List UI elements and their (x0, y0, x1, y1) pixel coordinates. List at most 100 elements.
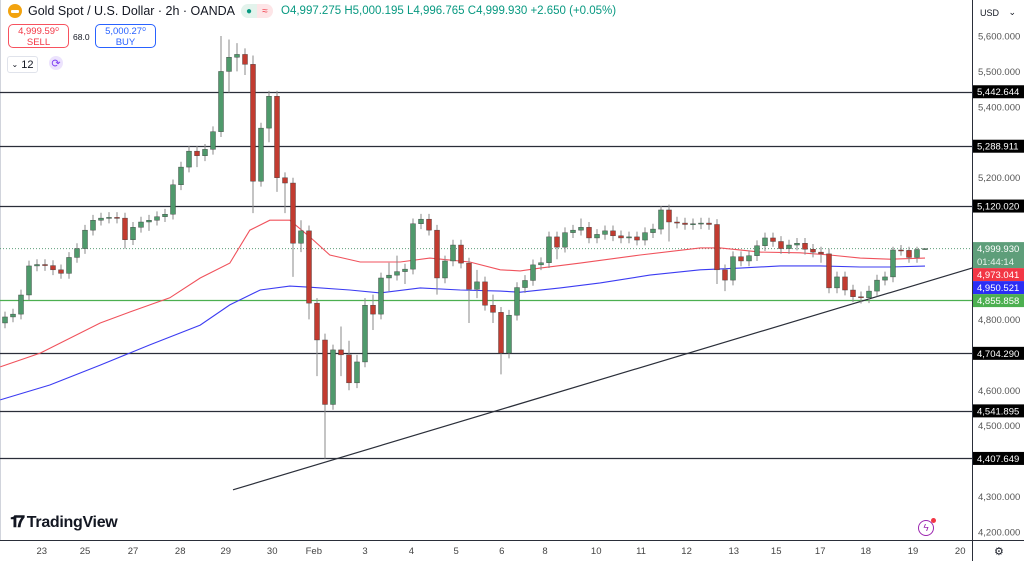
candle-body-up (882, 276, 888, 281)
candle (170, 179, 176, 220)
candle-body-up (34, 264, 40, 267)
candle (210, 126, 216, 155)
price-tick-label: 4,600.000 (978, 386, 1020, 397)
level-price-label: 4,704.290 (977, 349, 1019, 360)
candle-body-down (610, 230, 616, 237)
candle-body-down (850, 289, 856, 297)
candle (370, 294, 376, 331)
candle (626, 231, 632, 244)
settings-gear-icon[interactable]: ⚙ (994, 546, 1004, 558)
approx-icon: ≈ (257, 4, 274, 18)
candle (362, 298, 368, 368)
candle-body-up (922, 248, 928, 250)
candle-body-up (410, 223, 416, 270)
candle (298, 220, 304, 253)
tradingview-logo[interactable]: 𝟏𝟕 TradingView (10, 514, 118, 532)
candle-body-up (74, 248, 80, 258)
status-pill[interactable]: ● ≈ (241, 4, 274, 18)
buy-button[interactable]: 5,000.27⁰ BUY (95, 24, 156, 48)
candle-body-up (18, 294, 24, 315)
refresh-icon[interactable]: ⟳ (49, 56, 63, 70)
candle-body-down (554, 236, 560, 248)
candle-body-down (314, 302, 320, 341)
candle-body-down (634, 236, 640, 241)
candle (714, 219, 720, 285)
candle (162, 208, 168, 223)
sell-button[interactable]: 4,999.59⁰ SELL (8, 24, 69, 48)
time-axis-ticks[interactable]: 23 25 27 28 29 30 Feb 3 4 5 6 8 10 11 12 13 15 17 18 19 20 (37, 546, 966, 557)
candle-body-up (474, 281, 480, 290)
candle (410, 218, 416, 275)
candle (490, 294, 496, 323)
time-tick-label: 6 (499, 546, 504, 557)
ohlc-high: H5,000.195 (344, 5, 404, 17)
candle-body-up (626, 236, 632, 239)
candle-body-up (154, 216, 160, 221)
tradingview-mark-icon: 𝟏𝟕 (10, 514, 25, 531)
candle (26, 260, 32, 301)
candle (562, 227, 568, 253)
lightning-icon[interactable]: ϟ (918, 518, 936, 536)
time-tick-label: 27 (128, 546, 139, 557)
candle (234, 43, 240, 72)
candle-body-up (890, 249, 896, 278)
candle (842, 271, 848, 296)
chevron-down-icon: ⌄ (1008, 7, 1016, 17)
candle (250, 55, 256, 214)
candle-body-up (642, 232, 648, 241)
candle-body-down (674, 221, 680, 224)
candle-body-down (458, 244, 464, 264)
candle-body-down (370, 305, 376, 315)
candle (242, 48, 248, 75)
candle-body-down (738, 256, 744, 262)
candle-body-up (146, 220, 152, 223)
candle (202, 144, 208, 162)
symbol-title[interactable]: Gold Spot / U.S. Dollar · 2h · OANDA (28, 4, 236, 18)
candle-body-down (826, 253, 832, 289)
candle-body-up (522, 280, 528, 288)
candle-body-up (138, 221, 144, 228)
candle-body-down (770, 237, 776, 242)
candle (570, 224, 576, 238)
currency-selector[interactable]: USD ⌄ (976, 4, 1020, 21)
candle (290, 177, 296, 277)
level-price-label-bg (973, 199, 1024, 213)
time-tick-label: 4 (409, 546, 414, 557)
candle (434, 224, 440, 295)
candle (698, 217, 704, 230)
indicators-collapse-button[interactable]: ⌄ 12 (7, 56, 38, 73)
candle (578, 218, 584, 236)
spread-value: 68.0 (73, 32, 90, 42)
candle-body-up (594, 234, 600, 239)
candle (218, 36, 224, 137)
candle-body-up (362, 305, 368, 363)
candle-body-up (538, 262, 544, 266)
candle (66, 252, 72, 279)
candle-body-down (722, 269, 728, 281)
time-tick-label: 5 (454, 546, 459, 557)
price-axis-ticks[interactable]: 5,600.000 5,500.000 5,400.000 5,200.000 4,80… (978, 32, 1020, 539)
candle (810, 243, 816, 258)
candle (10, 308, 16, 323)
candle (498, 307, 504, 375)
price-tick-label: 4,500.000 (978, 421, 1020, 432)
candle (602, 225, 608, 240)
time-tick-label: 8 (542, 546, 547, 557)
candle (690, 218, 696, 230)
ma-price-label: 4,973.041 (977, 270, 1019, 281)
candle (130, 222, 136, 246)
candle-body-down (58, 269, 64, 274)
candle-body-down (586, 227, 592, 239)
time-tick-label: 18 (861, 546, 872, 557)
time-tick-label: 17 (815, 546, 826, 557)
candle-body-up (794, 243, 800, 246)
candle-body-up (402, 268, 408, 272)
ohlc-readout: O4,997.275 H5,000.195 L4,996.765 C4,999.… (281, 5, 616, 17)
market-open-dot-icon: ● (241, 4, 258, 18)
candle-body-up (546, 236, 552, 263)
candle (634, 231, 640, 246)
candle (18, 289, 24, 320)
chart-header: Gold Spot / U.S. Dollar · 2h · OANDA ● ≈… (8, 4, 616, 18)
candle-body-down (242, 54, 248, 65)
